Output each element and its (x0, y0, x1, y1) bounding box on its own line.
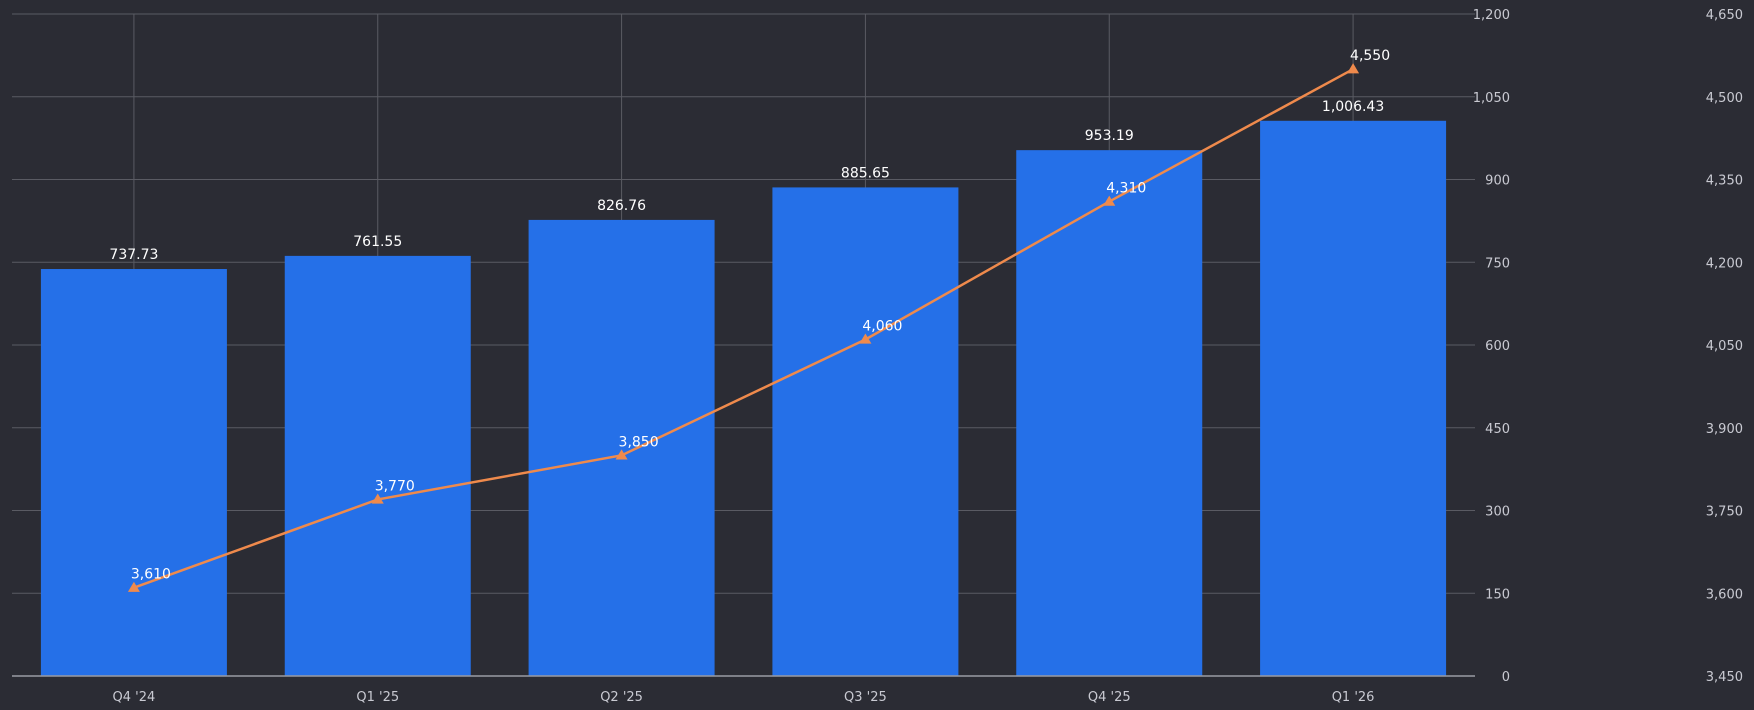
bar-data-labels: 737.73 761.55 826.76 885.65 953.19 1,006.43 (109, 99, 1384, 263)
line-point-marker (859, 333, 872, 344)
line-series (127, 63, 1360, 592)
right-axis-tick-labels: 3,450 3,600 3,750 3,900 4,050 4,200 4,350 4,500… (1706, 8, 1743, 685)
line-value-label: 4,060 (862, 318, 902, 334)
left-axis-tick-labels: 0 150 300 450 600 750 900 1,050 1,200 (1473, 8, 1510, 685)
bar-value-label: 885.65 (841, 165, 890, 181)
left-axis-tick-label: 1,200 (1473, 8, 1510, 23)
line-value-label: 3,850 (619, 434, 659, 450)
right-axis-tick-label: 3,450 (1706, 670, 1743, 685)
x-axis-tick-labels: Q4 '24 Q1 '25 Q2 '25 Q3 '25 Q4 '25 Q1 '26 (113, 690, 1375, 705)
bar-value-label: 826.76 (597, 198, 646, 214)
line-point-marker (615, 449, 628, 460)
line-value-label: 4,550 (1350, 48, 1390, 64)
right-axis-tick-label: 3,750 (1706, 505, 1743, 520)
bar (772, 187, 959, 676)
bar-value-label: 737.73 (109, 247, 158, 263)
left-axis-tick-label: 900 (1485, 174, 1510, 189)
left-axis-tick-label: 300 (1485, 505, 1510, 520)
line-value-label: 3,770 (375, 478, 415, 494)
right-axis-tick-label: 4,500 (1706, 91, 1743, 106)
right-axis-tick-label: 4,650 (1706, 8, 1743, 23)
right-axis-tick-label: 3,900 (1706, 422, 1743, 437)
left-axis-tick-label: 450 (1485, 422, 1510, 437)
line-point-marker (371, 493, 384, 504)
x-tick-label: Q4 '25 (1088, 690, 1131, 705)
line-value-label: 4,310 (1106, 181, 1146, 197)
bar-series (40, 120, 1447, 677)
left-axis-tick-label: 150 (1485, 587, 1510, 602)
x-tick-label: Q3 '25 (844, 690, 887, 705)
line-value-label: 3,610 (131, 567, 171, 583)
left-axis-tick-label: 1,050 (1473, 91, 1510, 106)
bar (1260, 120, 1447, 676)
bar (40, 269, 227, 676)
left-axis-tick-label: 750 (1485, 256, 1510, 271)
bar-value-label: 953.19 (1085, 128, 1134, 144)
bar-value-label: 761.55 (353, 234, 402, 250)
line-point-marker (1347, 63, 1360, 74)
line-point-marker (1103, 195, 1116, 206)
line-point-marker (127, 581, 140, 592)
left-axis-tick-label: 0 (1502, 670, 1510, 685)
x-tick-label: Q2 '25 (600, 690, 643, 705)
bar-value-label: 1,006.43 (1322, 99, 1384, 115)
bar (1016, 150, 1203, 676)
right-axis-tick-label: 4,350 (1706, 174, 1743, 189)
right-axis-tick-label: 4,200 (1706, 256, 1743, 271)
series-line (133, 68, 1354, 589)
x-tick-label: Q1 '25 (356, 690, 399, 705)
left-axis-tick-label: 600 (1485, 339, 1510, 354)
line-data-labels: 3,610 3,770 3,850 4,060 4,310 4,550 (131, 48, 1390, 583)
x-tick-label: Q1 '26 (1332, 690, 1375, 705)
right-axis-tick-label: 4,050 (1706, 339, 1743, 354)
bar (284, 255, 471, 677)
bar (528, 219, 715, 677)
right-axis-tick-label: 3,600 (1706, 587, 1743, 602)
x-tick-label: Q4 '24 (113, 690, 156, 705)
